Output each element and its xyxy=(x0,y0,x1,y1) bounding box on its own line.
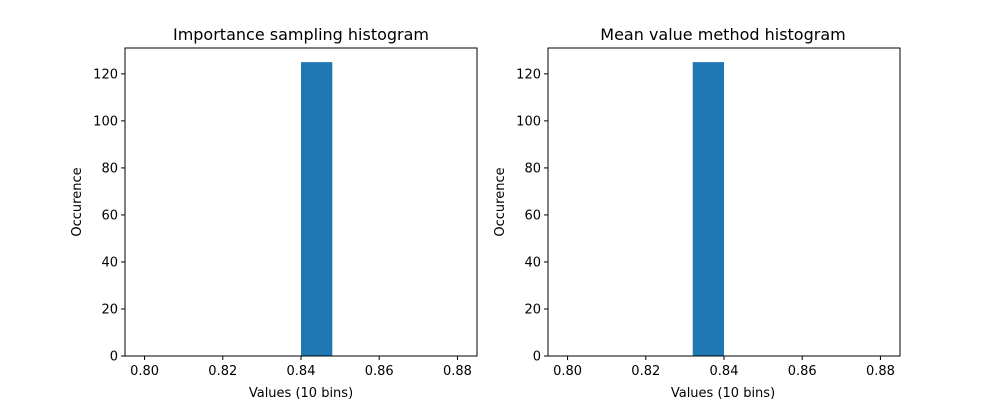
x-tick-label: 0.82 xyxy=(208,364,237,379)
y-tick-label: 60 xyxy=(101,208,118,223)
y-tick-label: 0 xyxy=(533,350,541,365)
x-tick-label: 0.82 xyxy=(631,364,660,379)
x-tick-label: 0.86 xyxy=(788,364,817,379)
y-tick-label: 40 xyxy=(101,255,118,270)
y-tick-label: 20 xyxy=(101,302,118,317)
y-tick-label: 100 xyxy=(93,114,118,129)
chart-mean-value-method: Mean value method histogram Values (10 b… xyxy=(493,25,901,400)
x-tick-label: 0.80 xyxy=(553,364,582,379)
chart-importance-sampling: Importance sampling histogram Values (10… xyxy=(70,25,478,400)
x-tick-label: 0.84 xyxy=(710,364,739,379)
x-axis-label: Values (10 bins) xyxy=(249,386,353,400)
chart-title: Mean value method histogram xyxy=(600,25,845,44)
x-tick-label: 0.84 xyxy=(287,364,316,379)
y-tick-label: 80 xyxy=(524,161,541,176)
y-tick-label: 120 xyxy=(516,67,541,82)
y-tick-label: 60 xyxy=(524,208,541,223)
histogram-bar xyxy=(301,62,333,356)
y-tick-label: 20 xyxy=(524,302,541,317)
y-tick-label: 0 xyxy=(110,350,118,365)
histogram-bar xyxy=(692,62,724,356)
y-axis-label: Occurence xyxy=(70,167,85,236)
x-tick-label: 0.80 xyxy=(130,364,159,379)
y-tick-label: 80 xyxy=(101,161,118,176)
x-tick-label: 0.88 xyxy=(443,364,472,379)
plot-area: 0.80 0.82 0.84 0.86 0.88 0 20 40 60 80 100 120 xyxy=(93,47,478,379)
x-axis-label: Values (10 bins) xyxy=(671,386,775,400)
chart-title: Importance sampling histogram xyxy=(173,25,429,44)
y-tick-label: 40 xyxy=(524,255,541,270)
plot-area: 0.80 0.82 0.84 0.86 0.88 0 20 40 60 80 100 120 xyxy=(516,47,901,379)
y-axis-label: Occurence xyxy=(493,167,508,236)
x-tick-label: 0.86 xyxy=(365,364,394,379)
y-tick-label: 120 xyxy=(93,67,118,82)
x-tick-label: 0.88 xyxy=(866,364,895,379)
y-tick-label: 100 xyxy=(516,114,541,129)
